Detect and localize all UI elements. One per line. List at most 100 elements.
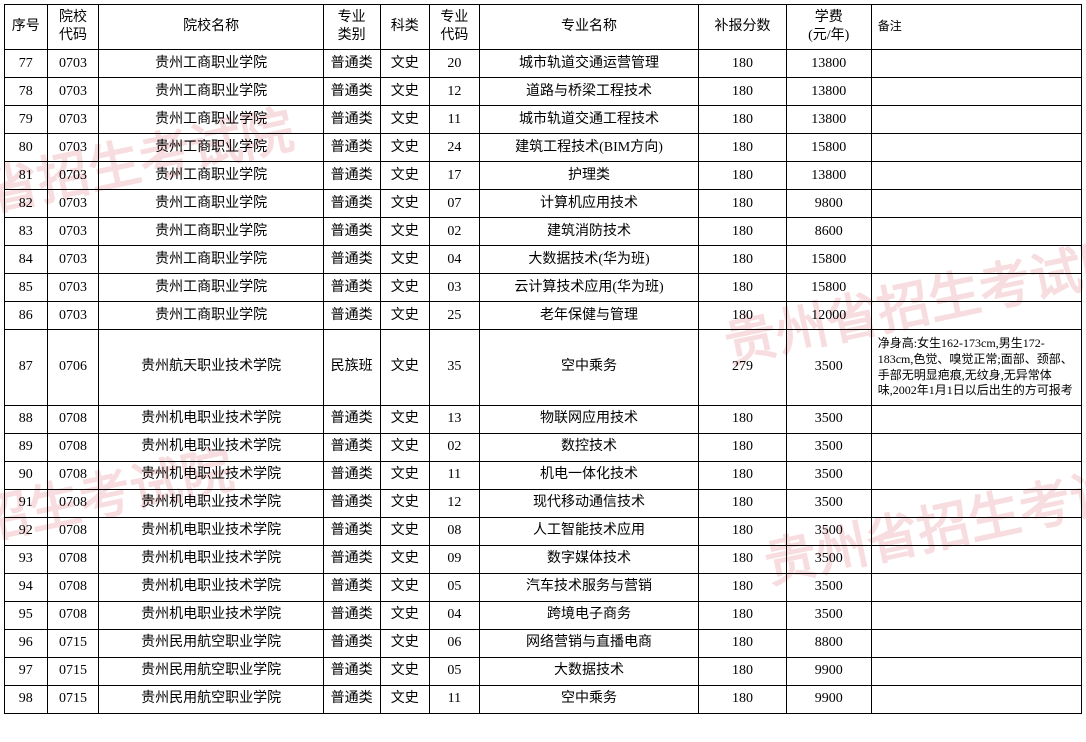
cell-ktype: 文史 (380, 78, 430, 106)
cell-note (871, 50, 1081, 78)
cell-seq: 94 (5, 573, 48, 601)
cell-mname: 建筑工程技术(BIM方向) (479, 134, 699, 162)
cell-note (871, 629, 1081, 657)
cell-note (871, 162, 1081, 190)
header-ktype: 科类 (380, 5, 430, 50)
cell-fee: 12000 (786, 302, 871, 330)
cell-score: 180 (699, 302, 786, 330)
table-row: 960715贵州民用航空职业学院普通类文史06网络营销与直播电商1808800 (5, 629, 1082, 657)
cell-score: 180 (699, 685, 786, 713)
cell-ptype: 民族班 (323, 330, 380, 405)
cell-seq: 96 (5, 629, 48, 657)
table-row: 950708贵州机电职业技术学院普通类文史04跨境电子商务1803500 (5, 601, 1082, 629)
cell-mcode: 03 (430, 274, 480, 302)
cell-score: 180 (699, 489, 786, 517)
header-mname: 专业名称 (479, 5, 699, 50)
cell-code: 0708 (47, 517, 99, 545)
cell-mname: 城市轨道交通工程技术 (479, 106, 699, 134)
cell-name: 贵州民用航空职业学院 (99, 685, 323, 713)
table-row: 780703贵州工商职业学院普通类文史12道路与桥梁工程技术18013800 (5, 78, 1082, 106)
cell-ptype: 普通类 (323, 489, 380, 517)
table-row: 870706贵州航天职业技术学院民族班文史35空中乘务2793500净身高:女生… (5, 330, 1082, 405)
cell-fee: 13800 (786, 162, 871, 190)
cell-seq: 95 (5, 601, 48, 629)
cell-seq: 86 (5, 302, 48, 330)
cell-note (871, 274, 1081, 302)
cell-ptype: 普通类 (323, 218, 380, 246)
cell-name: 贵州工商职业学院 (99, 106, 323, 134)
cell-score: 180 (699, 657, 786, 685)
cell-seq: 90 (5, 461, 48, 489)
cell-seq: 91 (5, 489, 48, 517)
header-mcode: 专业代码 (430, 5, 480, 50)
cell-fee: 3500 (786, 461, 871, 489)
table-row: 790703贵州工商职业学院普通类文史11城市轨道交通工程技术18013800 (5, 106, 1082, 134)
cell-name: 贵州工商职业学院 (99, 190, 323, 218)
cell-code: 0703 (47, 134, 99, 162)
cell-mname: 物联网应用技术 (479, 405, 699, 433)
cell-fee: 3500 (786, 573, 871, 601)
table-row: 930708贵州机电职业技术学院普通类文史09数字媒体技术1803500 (5, 545, 1082, 573)
cell-mname: 道路与桥梁工程技术 (479, 78, 699, 106)
cell-ktype: 文史 (380, 246, 430, 274)
cell-mcode: 08 (430, 517, 480, 545)
cell-score: 180 (699, 190, 786, 218)
cell-name: 贵州民用航空职业学院 (99, 629, 323, 657)
cell-mcode: 04 (430, 601, 480, 629)
cell-ktype: 文史 (380, 517, 430, 545)
cell-code: 0715 (47, 685, 99, 713)
cell-fee: 9900 (786, 685, 871, 713)
cell-ptype: 普通类 (323, 50, 380, 78)
cell-score: 180 (699, 246, 786, 274)
table-row: 840703贵州工商职业学院普通类文史04大数据技术(华为班)18015800 (5, 246, 1082, 274)
cell-mname: 云计算技术应用(华为班) (479, 274, 699, 302)
cell-note (871, 106, 1081, 134)
cell-score: 180 (699, 517, 786, 545)
header-ptype: 专业类别 (323, 5, 380, 50)
cell-seq: 80 (5, 134, 48, 162)
cell-mname: 现代移动通信技术 (479, 489, 699, 517)
cell-mcode: 25 (430, 302, 480, 330)
cell-name: 贵州机电职业技术学院 (99, 573, 323, 601)
cell-code: 0708 (47, 461, 99, 489)
table-row: 970715贵州民用航空职业学院普通类文史05大数据技术1809900 (5, 657, 1082, 685)
cell-ktype: 文史 (380, 657, 430, 685)
cell-fee: 3500 (786, 601, 871, 629)
cell-code: 0708 (47, 405, 99, 433)
cell-ktype: 文史 (380, 573, 430, 601)
cell-name: 贵州机电职业技术学院 (99, 489, 323, 517)
header-note: 备注 (871, 5, 1081, 50)
cell-mname: 跨境电子商务 (479, 601, 699, 629)
cell-name: 贵州机电职业技术学院 (99, 601, 323, 629)
cell-mcode: 13 (430, 405, 480, 433)
cell-ptype: 普通类 (323, 601, 380, 629)
cell-score: 180 (699, 461, 786, 489)
header-fee: 学费(元/年) (786, 5, 871, 50)
cell-seq: 79 (5, 106, 48, 134)
cell-name: 贵州机电职业技术学院 (99, 517, 323, 545)
cell-code: 0708 (47, 573, 99, 601)
cell-ktype: 文史 (380, 405, 430, 433)
cell-code: 0703 (47, 218, 99, 246)
cell-ktype: 文史 (380, 274, 430, 302)
cell-ktype: 文史 (380, 134, 430, 162)
cell-ptype: 普通类 (323, 190, 380, 218)
cell-fee: 3500 (786, 489, 871, 517)
cell-score: 180 (699, 629, 786, 657)
cell-code: 0715 (47, 657, 99, 685)
cell-ktype: 文史 (380, 50, 430, 78)
cell-ptype: 普通类 (323, 685, 380, 713)
cell-ktype: 文史 (380, 461, 430, 489)
cell-fee: 3500 (786, 330, 871, 405)
cell-mname: 数字媒体技术 (479, 545, 699, 573)
cell-note (871, 405, 1081, 433)
cell-note (871, 517, 1081, 545)
cell-mname: 护理类 (479, 162, 699, 190)
cell-ktype: 文史 (380, 685, 430, 713)
cell-fee: 9900 (786, 657, 871, 685)
cell-code: 0708 (47, 489, 99, 517)
cell-name: 贵州工商职业学院 (99, 302, 323, 330)
cell-note (871, 601, 1081, 629)
table-row: 920708贵州机电职业技术学院普通类文史08人工智能技术应用1803500 (5, 517, 1082, 545)
cell-score: 180 (699, 545, 786, 573)
